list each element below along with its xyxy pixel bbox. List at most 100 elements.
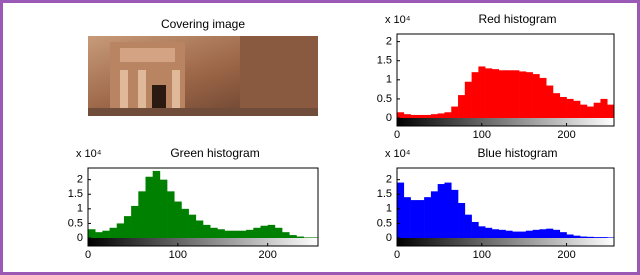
- chart-title: Blue histogram: [477, 146, 557, 160]
- bar: [546, 229, 553, 238]
- bar: [573, 101, 580, 118]
- bar: [567, 99, 574, 118]
- bar: [492, 229, 499, 238]
- y-tick-label: 0: [77, 232, 83, 244]
- bar: [560, 232, 567, 238]
- bar: [553, 93, 560, 118]
- bar: [594, 103, 601, 118]
- bar: [138, 191, 145, 238]
- bar: [203, 225, 210, 238]
- bar: [560, 97, 567, 118]
- bar: [153, 171, 160, 238]
- bar: [431, 114, 438, 118]
- bar: [573, 236, 580, 238]
- bar: [174, 202, 181, 238]
- bar: [189, 215, 196, 238]
- colorbar: [88, 238, 318, 246]
- bar: [451, 190, 458, 238]
- bar: [397, 112, 404, 118]
- bar: [210, 228, 217, 238]
- bar: [411, 115, 418, 118]
- bar: [465, 82, 472, 118]
- bar: [289, 235, 296, 238]
- bar: [404, 114, 411, 118]
- y-tick-label: 0: [386, 112, 392, 124]
- bar: [458, 203, 465, 238]
- bar: [438, 184, 445, 238]
- bar: [526, 231, 533, 238]
- bar: [512, 70, 519, 118]
- bar: [451, 107, 458, 118]
- bar: [246, 230, 253, 238]
- x-tick-label: 100: [473, 249, 491, 261]
- x-tick-label: 0: [394, 249, 400, 261]
- chart-title: Green histogram: [170, 146, 259, 160]
- bar: [444, 183, 451, 238]
- bar: [539, 229, 546, 238]
- bar: [268, 225, 275, 238]
- y-tick-label: 1: [77, 203, 83, 215]
- bar: [478, 66, 485, 118]
- bar: [239, 231, 246, 238]
- y-tick-label: 2: [386, 174, 392, 186]
- bar: [253, 228, 260, 238]
- x-tick-label: 100: [169, 249, 187, 261]
- bar: [110, 228, 117, 238]
- bar: [539, 78, 546, 118]
- colorbar: [397, 238, 614, 246]
- bar: [499, 70, 506, 118]
- bar: [404, 197, 411, 238]
- bar: [485, 228, 492, 238]
- bar: [167, 191, 174, 238]
- y-tick-label: 0.5: [377, 93, 392, 105]
- y-tick-label: 1.5: [68, 188, 83, 200]
- bar: [232, 231, 239, 238]
- y-multiplier: x 10⁴: [76, 148, 102, 160]
- y-tick-label: 2: [386, 36, 392, 48]
- chart-title: Red histogram: [478, 12, 556, 26]
- bar: [587, 237, 594, 238]
- colorbar: [397, 118, 614, 126]
- bar: [417, 115, 424, 118]
- bar: [424, 115, 431, 118]
- y-multiplier: x 10⁴: [385, 14, 411, 26]
- bar: [472, 72, 479, 118]
- bar: [546, 86, 553, 118]
- bar: [600, 237, 607, 238]
- bar: [417, 200, 424, 238]
- y-tick-label: 1.5: [377, 188, 392, 200]
- y-tick-label: 0.5: [377, 217, 392, 229]
- bar: [600, 99, 607, 118]
- figure: Covering image Red histogram x 10⁴ 0 0.5 1 1.…: [0, 0, 640, 275]
- bar: [261, 226, 268, 238]
- bar: [196, 221, 203, 239]
- x-tick-label: 200: [557, 129, 575, 141]
- bar: [607, 105, 614, 118]
- bar: [411, 200, 418, 238]
- bar: [88, 229, 95, 238]
- bar: [311, 237, 318, 238]
- bar: [580, 105, 587, 118]
- x-tick-label: 200: [259, 249, 277, 261]
- bar: [117, 223, 124, 238]
- bar: [217, 229, 224, 238]
- bar: [567, 235, 574, 239]
- bar: [519, 71, 526, 118]
- bar: [124, 216, 131, 238]
- bar: [492, 69, 499, 118]
- bar: [282, 232, 289, 238]
- y-tick-label: 1.5: [377, 55, 392, 67]
- bar: [181, 209, 188, 238]
- bar: [458, 95, 465, 118]
- bar: [225, 231, 232, 238]
- image-title: Covering image: [161, 17, 245, 31]
- x-tick-label: 100: [473, 129, 491, 141]
- bar: [424, 197, 431, 238]
- bar: [131, 206, 138, 238]
- bar: [95, 232, 102, 238]
- bar: [397, 183, 404, 238]
- bar: [607, 237, 614, 238]
- bar: [146, 177, 153, 238]
- bar: [594, 237, 601, 238]
- covering-image: [88, 36, 318, 116]
